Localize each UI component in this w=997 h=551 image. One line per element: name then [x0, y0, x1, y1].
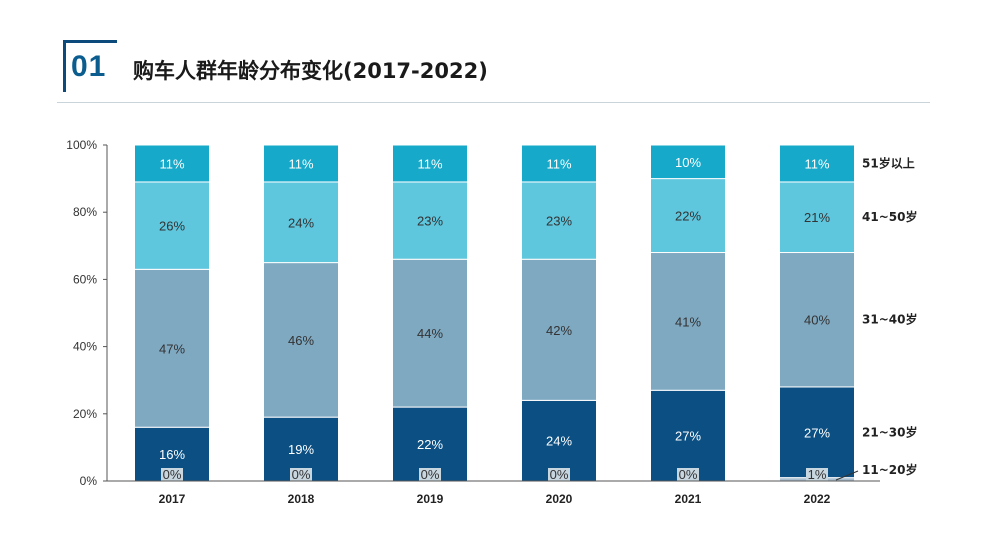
- data-label-background: [161, 468, 183, 481]
- data-label-background: [806, 468, 828, 481]
- data-label: 11%: [546, 156, 571, 171]
- bar-segment: [392, 144, 468, 183]
- y-tick-label: 0%: [80, 474, 98, 488]
- legend-item: 31~40岁: [862, 312, 917, 327]
- data-label: 1%: [808, 467, 827, 482]
- section-number: 01: [71, 50, 107, 83]
- legend-leader-line: [835, 470, 859, 481]
- y-tick-label: 20%: [73, 407, 97, 421]
- data-label-background: [419, 468, 441, 481]
- data-label: 11%: [288, 156, 313, 171]
- bar-segment: [650, 144, 726, 180]
- data-label: 27%: [675, 429, 701, 444]
- bar-segment: [263, 262, 339, 418]
- x-tick-label: 2020: [546, 492, 573, 506]
- data-label: 11%: [159, 156, 184, 171]
- bar-segment: [134, 144, 210, 183]
- x-tick-label: 2018: [288, 492, 315, 506]
- data-label: 0%: [550, 467, 569, 482]
- bar-segment: [521, 144, 597, 183]
- bar-segment: [650, 178, 726, 254]
- data-label: 26%: [159, 219, 185, 234]
- data-label: 24%: [546, 434, 572, 449]
- header-divider: [57, 102, 930, 103]
- data-label: 40%: [804, 313, 830, 328]
- bar-segment: [521, 399, 597, 482]
- data-label: 0%: [679, 467, 698, 482]
- data-label-background: [677, 468, 699, 481]
- legend-item: 21~30岁: [862, 424, 917, 439]
- data-label: 22%: [675, 209, 701, 224]
- section-number-frame: [63, 40, 117, 92]
- data-label: 19%: [288, 442, 314, 457]
- data-label: 42%: [546, 323, 572, 338]
- data-label: 47%: [159, 341, 185, 356]
- data-label: 0%: [421, 467, 440, 482]
- data-label: 24%: [288, 215, 314, 230]
- page-title: 购车人群年龄分布变化(2017-2022): [133, 59, 488, 83]
- x-tick-label: 2017: [159, 492, 186, 506]
- data-label: 23%: [417, 214, 443, 229]
- data-label: 11%: [417, 156, 442, 171]
- data-label: 44%: [417, 326, 443, 341]
- data-label-background: [290, 468, 312, 481]
- bar-segment: [521, 258, 597, 401]
- data-label: 11%: [804, 156, 829, 171]
- y-tick-label: 60%: [73, 272, 97, 286]
- data-label: 41%: [675, 314, 701, 329]
- bar-segment: [779, 144, 855, 183]
- data-label: 21%: [804, 210, 830, 225]
- data-label: 10%: [675, 155, 701, 170]
- y-tick-label: 100%: [66, 138, 97, 152]
- data-label: 22%: [417, 437, 443, 452]
- legend-item: 51岁以上: [862, 155, 915, 170]
- x-tick-label: 2022: [804, 492, 831, 506]
- header: 01 购车人群年龄分布变化(2017-2022): [0, 0, 997, 110]
- bar-segment: [134, 181, 210, 270]
- legend-item: 41~50岁: [862, 209, 917, 224]
- data-label: 0%: [163, 467, 182, 482]
- bar-segment: [650, 252, 726, 391]
- data-label: 16%: [159, 447, 185, 462]
- bar-segment: [779, 252, 855, 388]
- y-tick-label: 40%: [73, 340, 97, 354]
- x-tick-label: 2019: [417, 492, 444, 506]
- data-label: 27%: [804, 425, 830, 440]
- legend-item: 11~20岁: [862, 462, 917, 477]
- x-tick-label: 2021: [675, 492, 702, 506]
- bar-segment: [650, 389, 726, 482]
- bar-segment: [392, 181, 468, 260]
- data-label: 23%: [546, 214, 572, 229]
- bar-segment: [263, 181, 339, 264]
- bar-segment: [263, 144, 339, 183]
- data-label: 46%: [288, 333, 314, 348]
- bar-segment: [134, 268, 210, 428]
- data-label-background: [548, 468, 570, 481]
- bar-segment: [779, 386, 855, 479]
- data-label: 0%: [292, 467, 311, 482]
- y-tick-label: 80%: [73, 205, 97, 219]
